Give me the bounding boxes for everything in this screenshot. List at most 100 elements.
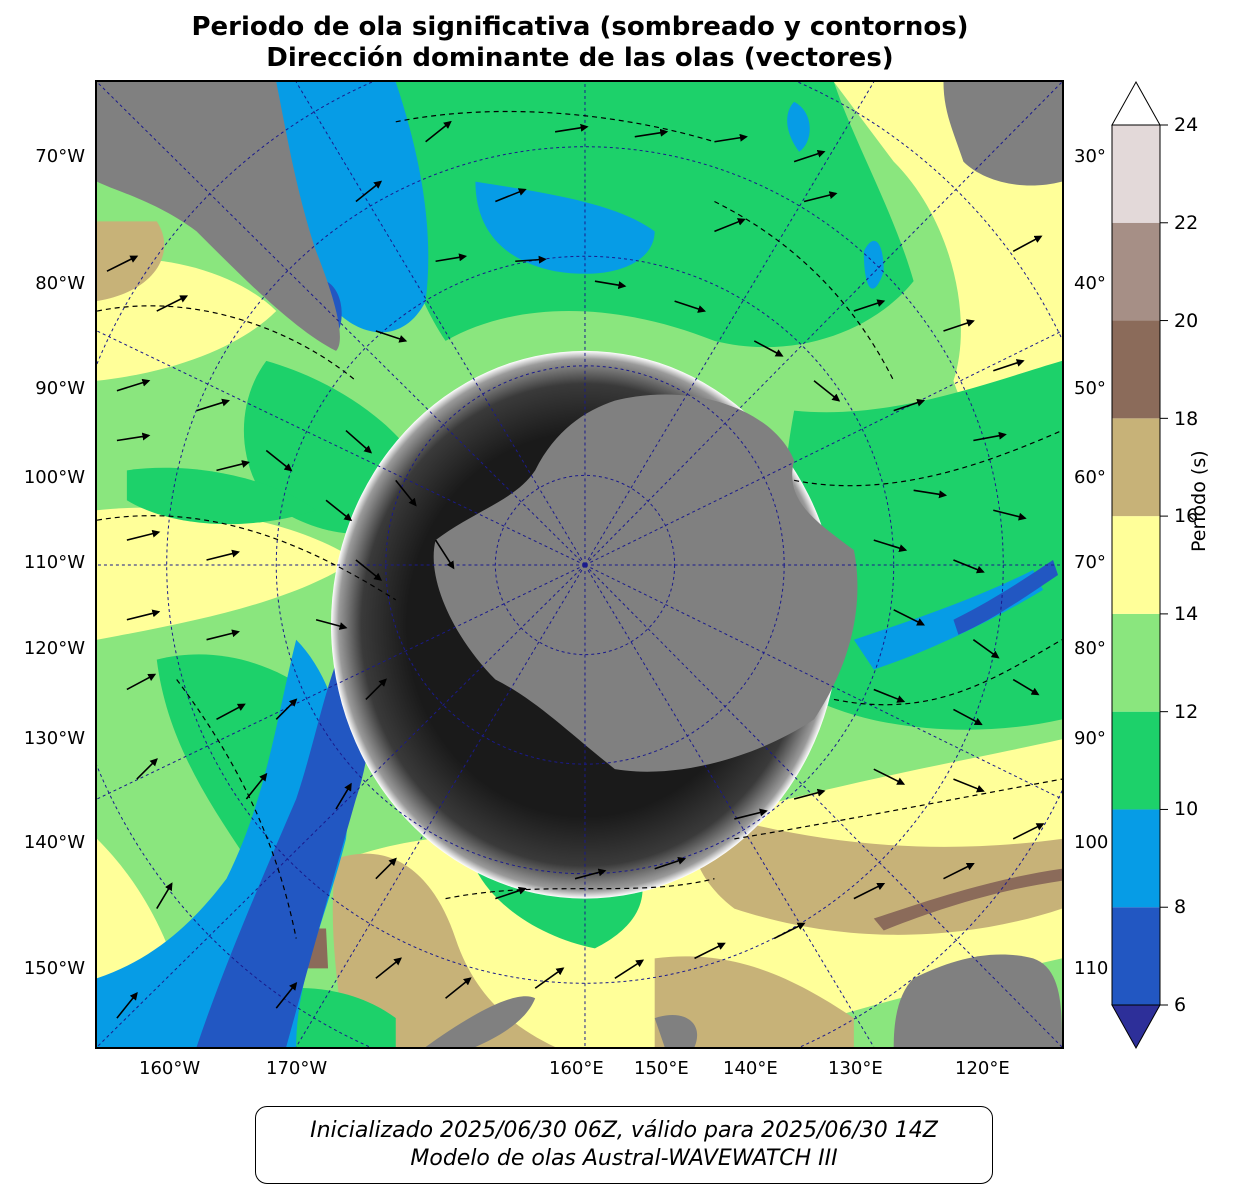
- field-band-8-10: [475, 181, 655, 274]
- field-band-10-12: [393, 82, 914, 348]
- field-band-10-12: [781, 360, 1062, 730]
- vector-arrow: [434, 539, 455, 570]
- vector-arrow: [445, 977, 472, 999]
- colorbar: [1111, 80, 1168, 1050]
- land-new-zealand-south: [654, 1014, 698, 1047]
- vector-arrow: [634, 128, 669, 138]
- left-axis-label: 90°W: [35, 378, 85, 399]
- left-axis-label: 80°W: [35, 273, 85, 294]
- vector-arrow: [136, 758, 158, 780]
- colorbar-under-extension: [1111, 1004, 1161, 1050]
- vector-arrow: [753, 340, 784, 357]
- vector-arrow: [275, 698, 298, 720]
- vector-arrow: [265, 449, 293, 472]
- vector-arrow: [793, 149, 826, 163]
- field-band-18-20: [873, 868, 1062, 931]
- vector-arrow: [773, 922, 806, 940]
- vector-arrow: [714, 218, 746, 233]
- vector-arrow: [216, 460, 250, 472]
- right-axis-label: 100: [1074, 832, 1109, 853]
- right-axis-label: 30°: [1074, 146, 1106, 167]
- bottom-axis-label: 160°W: [139, 1058, 201, 1079]
- vector-arrow: [803, 191, 838, 203]
- vector-arrow: [395, 479, 417, 507]
- vector-arrow: [953, 778, 985, 793]
- field-band-14-16: [345, 739, 1062, 1047]
- vector-arrow: [993, 359, 1025, 372]
- bottom-axis-label: 130°E: [828, 1058, 883, 1079]
- vector-arrow: [206, 629, 240, 641]
- field-band-16-18: [690, 808, 1062, 935]
- vector-arrow: [355, 180, 383, 203]
- vector-arrow: [813, 380, 841, 402]
- vector-arrow: [275, 982, 298, 1009]
- field-band-8-10: [853, 569, 1044, 670]
- vector-arrow: [943, 319, 975, 332]
- vector-arrow: [515, 255, 547, 264]
- right-axis-label: 70°: [1074, 552, 1106, 573]
- right-axis-label: 90°: [1074, 728, 1106, 749]
- colorbar-tick: 8: [1174, 896, 1187, 918]
- left-axis-label: 140°W: [23, 832, 85, 853]
- vector-arrow: [435, 253, 468, 263]
- colorbar-tick: 12: [1174, 701, 1199, 723]
- vector-arrow: [674, 300, 706, 313]
- vector-arrow: [325, 499, 353, 522]
- vector-arrow: [594, 280, 627, 290]
- vector-arrow: [1012, 678, 1040, 696]
- left-axis-label: 120°W: [23, 638, 85, 659]
- land-africa: [943, 82, 1062, 186]
- right-axis-label: 60°: [1074, 467, 1106, 488]
- vector-arrow: [1012, 235, 1043, 253]
- colorbar-label: Período (s): [1188, 450, 1210, 552]
- run-info-line2: Modelo de olas Austral-WAVEWATCH III: [410, 1146, 838, 1171]
- vector-arrow: [953, 708, 983, 726]
- colorbar-tick: 10: [1174, 798, 1199, 820]
- colorbar-bin: [1112, 907, 1160, 1005]
- colorbar-bin: [1112, 418, 1160, 517]
- vector-arrow: [714, 133, 748, 143]
- vector-arrow: [873, 688, 906, 703]
- vector-arrow: [495, 188, 527, 203]
- vector-arrow: [126, 609, 161, 621]
- vector-arrow: [893, 398, 926, 412]
- colorbar-tick: 24: [1174, 114, 1199, 136]
- colorbar-tick: 6: [1174, 994, 1187, 1016]
- vector-arrow: [873, 768, 906, 785]
- vector-arrow: [913, 489, 948, 499]
- vector-arrow: [375, 957, 402, 979]
- vector-arrow: [116, 991, 138, 1019]
- left-axis-label: 100°W: [23, 467, 85, 488]
- chart-title-line2: Dirección dominante de las olas (vectore…: [266, 43, 894, 73]
- vector-arrow: [614, 959, 645, 979]
- colorbar-bin: [1112, 222, 1160, 321]
- vector-arrow: [534, 967, 565, 989]
- field-band-6-8: [953, 560, 1059, 635]
- vector-arrow: [734, 808, 768, 820]
- field-band-16-18: [654, 956, 854, 1047]
- field-band-10-12: [126, 467, 317, 525]
- colorbar-tick: 14: [1174, 603, 1199, 625]
- vector-arrow: [206, 549, 240, 561]
- right-axis-label: 50°: [1074, 378, 1106, 399]
- bottom-axis-label: 160°E: [549, 1058, 604, 1079]
- vector-arrow: [315, 619, 348, 630]
- field-band-14-16: [97, 507, 356, 640]
- vector-arrow: [375, 330, 408, 343]
- colorbar-bin: [1112, 809, 1160, 908]
- field-band-6-8: [196, 639, 370, 1047]
- field-band-16-18: [332, 853, 556, 1047]
- vector-arrow: [216, 703, 246, 721]
- colorbar-bin: [1112, 613, 1160, 712]
- colorbar-tick: 16: [1174, 505, 1199, 527]
- bottom-axis-label: 150°E: [634, 1058, 689, 1079]
- vector-arrow: [365, 678, 387, 701]
- vector-arrow: [993, 509, 1027, 521]
- vector-arrow: [156, 882, 173, 909]
- vector-arrow: [375, 857, 397, 880]
- vector-arrow: [972, 639, 1000, 659]
- vector-arrow: [126, 673, 157, 691]
- land-new-zealand: [425, 996, 536, 1047]
- colorbar-bin: [1112, 711, 1160, 810]
- vector-arrow: [1012, 823, 1045, 840]
